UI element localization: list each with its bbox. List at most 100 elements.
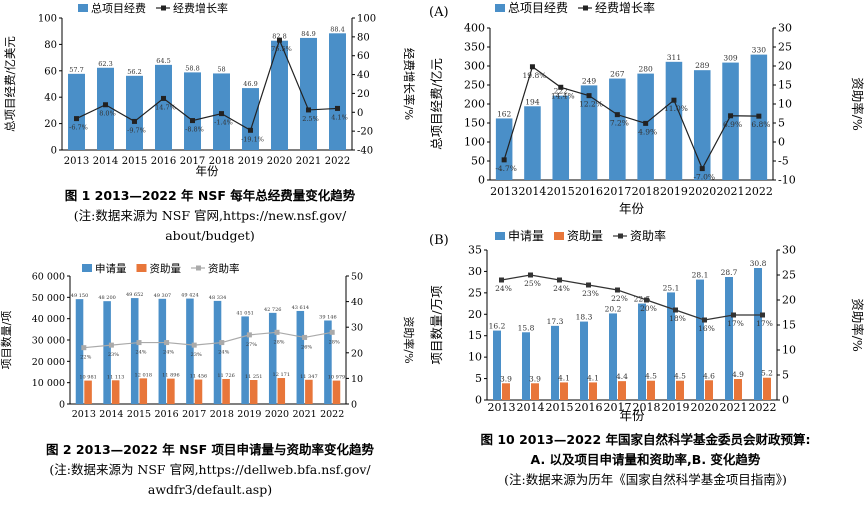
bar-data-label: 11 347 (300, 374, 318, 380)
bar-data-label: 11 726 (217, 373, 235, 379)
y2-tick-label: 100 (357, 14, 376, 25)
bar-2 (618, 381, 626, 400)
line-point (615, 287, 620, 293)
bar-data-label: 49 652 (126, 292, 144, 298)
line-point (108, 342, 114, 348)
bar-data-label: 4.9 (732, 370, 744, 379)
bar-data-label: 58 (217, 65, 225, 73)
bar-data-label: 280 (638, 65, 653, 74)
line-data-label: 23% (582, 289, 599, 298)
y-tick-label: 0 (475, 394, 482, 407)
line-data-label: 16% (698, 324, 715, 333)
bar-data-label: 42 726 (264, 307, 282, 313)
bar-data-label: 39 146 (319, 314, 337, 320)
bar-data-label: 4.6 (703, 371, 715, 380)
y2-tick-label: 80 (357, 32, 370, 43)
bar-2 (277, 378, 286, 404)
y2-tick-label: 20 (351, 348, 363, 359)
line-point (557, 277, 562, 283)
bar-data-label: 12 018 (135, 372, 153, 378)
fig2-caption-title: 图 2 2013—2022 年 NSF 项目申请量与资助率变化趋势 (45, 442, 375, 457)
x-axis-title: 年份 (196, 164, 219, 178)
line-point (329, 329, 335, 335)
bar-2 (84, 380, 92, 404)
legend-swatch (495, 4, 505, 12)
line-data-label: 28% (273, 339, 284, 345)
line-point (528, 272, 533, 278)
y2-tick-label: 5 (782, 369, 789, 382)
line-point (699, 166, 705, 172)
bar-data-label: 58.8 (185, 64, 199, 72)
y-tick-label: 80 (44, 40, 57, 51)
y-tick-label: 60 000 (32, 272, 65, 283)
legend-label: 资助率 (208, 262, 240, 275)
line-point (335, 105, 340, 111)
bar-2 (305, 379, 313, 404)
legend-label: 总项目经费 (508, 1, 568, 15)
bar-data-label: 12 171 (273, 372, 291, 378)
y2-tick-label: 25 (782, 269, 796, 282)
bar-data-label: 49 307 (154, 293, 172, 299)
line-point (671, 97, 677, 103)
bar-data-label: 41 051 (236, 310, 254, 316)
line-data-label: 20% (640, 304, 657, 313)
fig2-chart: 0 10 000 20 000 30 000 40 000 50 000 60 000 0 10… (0, 262, 416, 420)
line-data-label: 24% (135, 350, 146, 356)
legend-label: 资助量 (150, 262, 182, 275)
x-tick-label: 2017 (604, 401, 632, 414)
bar-1 (241, 316, 249, 404)
y-tick-label: 150 (464, 117, 485, 130)
bar-1 (184, 72, 201, 150)
x-tick-label: 2018 (632, 185, 660, 198)
bar-data-label: 49 424 (181, 293, 199, 299)
y-tick-label: 50 (471, 155, 485, 168)
line-point (246, 332, 252, 338)
line-point (614, 112, 620, 118)
x-tick-label: 2018 (209, 156, 234, 167)
y2-tick-label: 30 (351, 323, 363, 334)
bar-2 (222, 378, 230, 404)
panel-label: (A) (429, 5, 449, 20)
fig2-caption-note-line2: awdfr3/default.asp) (147, 482, 273, 497)
x-tick-label: 2019 (237, 409, 261, 420)
x-tick-label: 2019 (660, 185, 688, 198)
line-point (219, 340, 225, 346)
bar-data-label: 62.3 (98, 60, 112, 68)
y-axis-title: 总项目经费/亿美元 (3, 36, 17, 132)
y-tick-label: 20 000 (32, 357, 65, 368)
x-tick-label: 2020 (688, 185, 716, 198)
line-data-label: 6.8% (751, 120, 770, 129)
bar-1 (696, 279, 704, 400)
bar-data-label: 5.2 (761, 369, 773, 378)
line-point (132, 118, 137, 124)
bar-data-label: 162 (497, 109, 512, 118)
bar-1 (268, 312, 277, 404)
fig10-caption: 图 10 2013—2022 年国家自然科学基金委员会财政预算: A. 以及项目… (425, 430, 866, 490)
bar-data-label: 49 150 (71, 293, 89, 299)
y-tick-label: 40 (44, 93, 57, 104)
bar-2 (676, 380, 684, 400)
line-point (164, 340, 170, 346)
bar-2 (249, 379, 258, 404)
y-tick-label: 20 (44, 119, 57, 130)
bar-data-label: 28.7 (721, 268, 738, 277)
line-data-label: 4.1% (331, 113, 348, 121)
y-axis-title: 总项目经费/亿元 (429, 58, 444, 150)
bar-2 (647, 380, 655, 400)
bar-2 (111, 380, 120, 404)
x-tick-label: 2018 (210, 409, 234, 420)
bar-1 (638, 303, 646, 400)
line-data-label: 23% (191, 352, 202, 358)
x-tick-label: 2019 (238, 156, 263, 167)
bar-2 (560, 382, 568, 400)
y-tick-label: 350 (464, 41, 485, 54)
bar-data-label: 3.9 (500, 374, 512, 383)
y-tick-label: 0 (59, 400, 65, 411)
line-data-label: 7.2% (610, 119, 629, 128)
y2-tick-label: -10 (778, 174, 796, 187)
bar-1 (667, 292, 675, 400)
line-point (277, 37, 282, 43)
bar-2 (502, 383, 510, 400)
y-tick-label: 100 (38, 14, 57, 25)
bar-1 (665, 61, 683, 180)
